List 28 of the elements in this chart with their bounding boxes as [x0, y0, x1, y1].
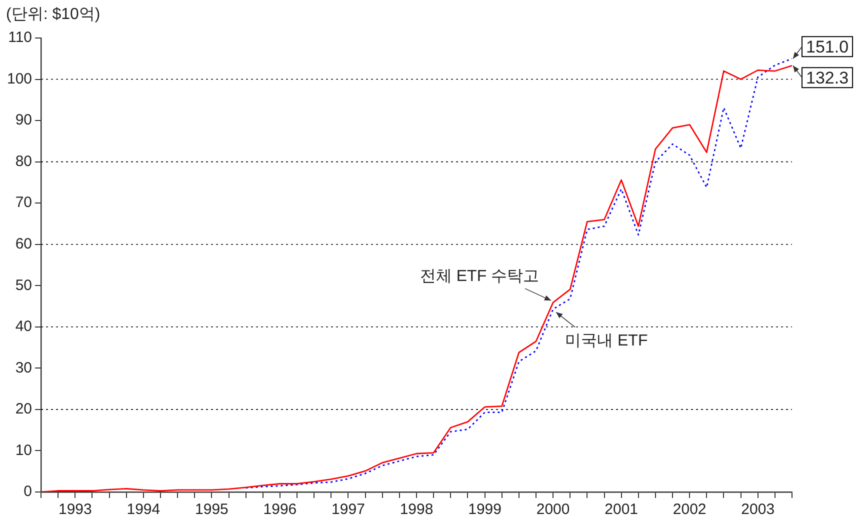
- series-label: 전체 ETF 수탁고: [420, 268, 540, 285]
- y-tick-label: 90: [15, 112, 32, 129]
- y-tick-label: 50: [15, 276, 32, 294]
- x-tick-label: 1999: [468, 501, 502, 518]
- x-tick-label: 2000: [536, 501, 570, 518]
- y-tick-label: 60: [15, 236, 32, 253]
- y-tick-label: 100: [6, 70, 32, 88]
- y-tick-label: 110: [8, 29, 32, 46]
- x-tick-label: 1998: [400, 501, 434, 518]
- annotation: 151.0: [806, 37, 849, 56]
- x-tick-label: 2001: [604, 501, 638, 518]
- y-tick-label: 0: [24, 483, 32, 500]
- y-axis-title: (단위: $10억): [6, 5, 100, 25]
- x-tick-label: 2003: [741, 501, 775, 518]
- y-tick-label: 10: [15, 442, 32, 459]
- y-tick-label: 80: [15, 152, 32, 170]
- y-tick-label: 20: [15, 400, 32, 418]
- x-tick-label: 2002: [672, 501, 706, 518]
- y-tick-label: 40: [15, 318, 32, 336]
- x-tick-label: 1995: [195, 501, 228, 518]
- x-tick-label: 1994: [126, 501, 160, 518]
- x-tick-label: 1993: [58, 501, 92, 518]
- y-tick-label: 70: [15, 194, 32, 212]
- x-tick-label: 1996: [263, 501, 297, 518]
- annotation: 132.3: [806, 68, 849, 88]
- y-tick-label: 30: [15, 359, 32, 376]
- x-tick-label: 1997: [332, 501, 365, 518]
- series-label: 미국내 ETF: [565, 332, 648, 350]
